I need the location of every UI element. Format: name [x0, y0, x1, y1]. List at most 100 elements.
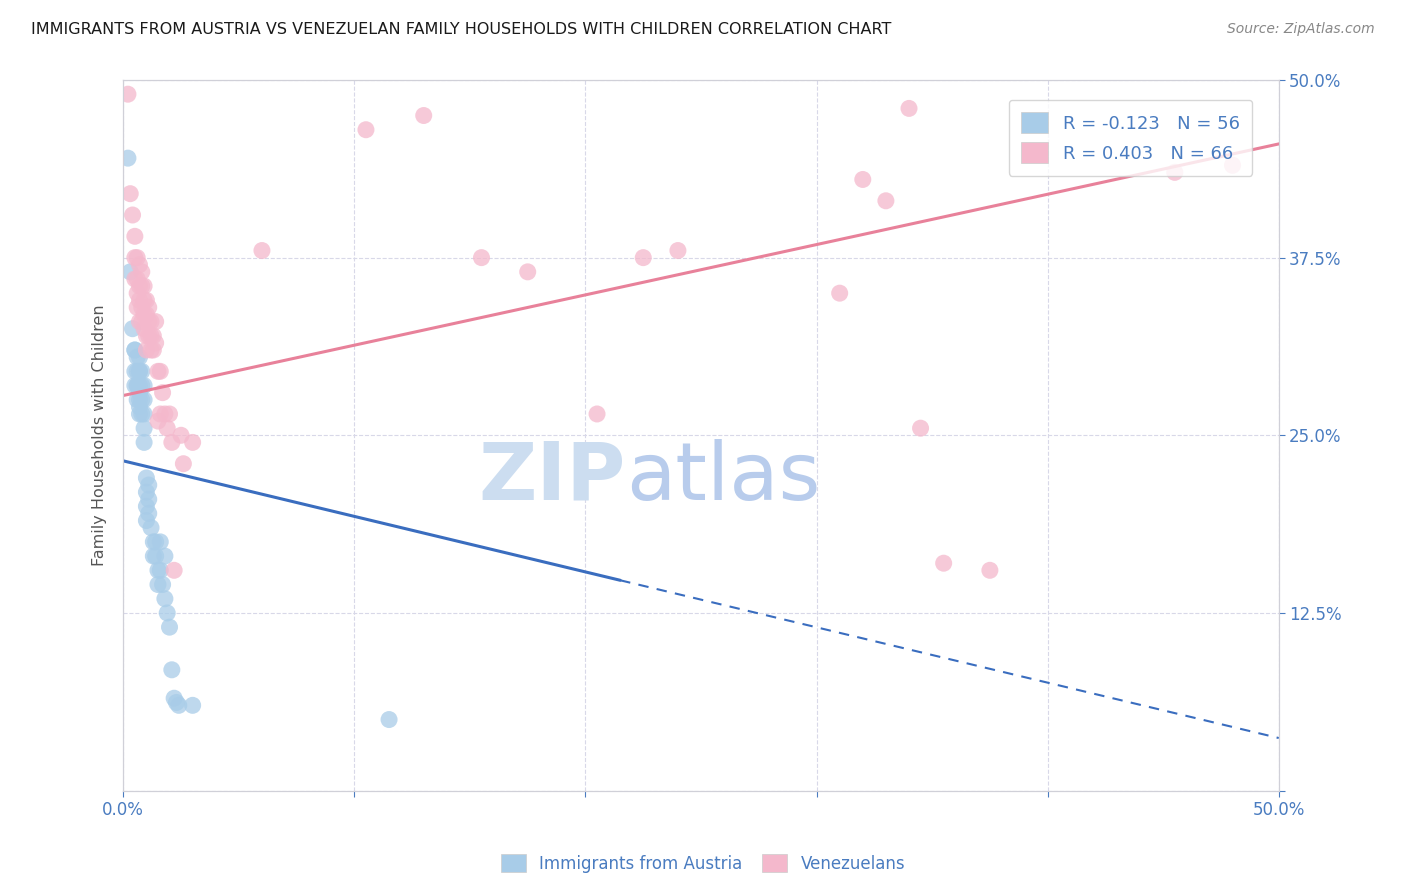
Point — [146, 563, 169, 577]
Point — [146, 364, 169, 378]
Point — [121, 321, 143, 335]
Point — [131, 392, 153, 407]
Point — [132, 321, 155, 335]
Point — [124, 251, 146, 265]
Point — [138, 478, 160, 492]
Point — [138, 328, 160, 343]
Legend: Immigrants from Austria, Venezuelans: Immigrants from Austria, Venezuelans — [494, 847, 912, 880]
Point — [1222, 158, 1244, 172]
Point — [132, 279, 155, 293]
Point — [516, 265, 538, 279]
Point — [132, 378, 155, 392]
Point — [135, 485, 157, 500]
Point — [146, 414, 169, 428]
Point — [160, 435, 183, 450]
Point — [131, 364, 153, 378]
Point — [139, 328, 162, 343]
Point — [139, 521, 162, 535]
Point — [128, 258, 150, 272]
Point — [163, 563, 186, 577]
Point — [135, 514, 157, 528]
Point — [149, 364, 172, 378]
Point — [152, 577, 174, 591]
Point — [163, 691, 186, 706]
Point — [145, 335, 167, 350]
Point — [898, 102, 921, 116]
Point — [156, 421, 179, 435]
Point — [127, 272, 149, 286]
Point — [128, 400, 150, 414]
Point — [128, 350, 150, 364]
Point — [121, 208, 143, 222]
Point — [145, 549, 167, 563]
Point — [124, 364, 146, 378]
Point — [159, 407, 181, 421]
Point — [160, 663, 183, 677]
Point — [128, 407, 150, 421]
Point — [354, 122, 377, 136]
Text: atlas: atlas — [626, 439, 820, 517]
Text: IMMIGRANTS FROM AUSTRIA VS VENEZUELAN FAMILY HOUSEHOLDS WITH CHILDREN CORRELATIO: IMMIGRANTS FROM AUSTRIA VS VENEZUELAN FA… — [31, 22, 891, 37]
Point — [132, 308, 155, 322]
Point — [138, 507, 160, 521]
Point — [153, 407, 176, 421]
Point — [875, 194, 897, 208]
Text: Source: ZipAtlas.com: Source: ZipAtlas.com — [1227, 22, 1375, 37]
Point — [250, 244, 273, 258]
Point — [132, 435, 155, 450]
Point — [170, 428, 193, 442]
Point — [142, 328, 165, 343]
Point — [181, 435, 204, 450]
Point — [138, 492, 160, 507]
Point — [120, 186, 142, 201]
Point — [132, 421, 155, 435]
Point — [132, 407, 155, 421]
Point — [153, 591, 176, 606]
Point — [128, 364, 150, 378]
Legend: R = -0.123   N = 56, R = 0.403   N = 66: R = -0.123 N = 56, R = 0.403 N = 66 — [1008, 100, 1253, 176]
Point — [979, 563, 1001, 577]
Point — [378, 713, 401, 727]
Point — [131, 279, 153, 293]
Point — [128, 392, 150, 407]
Point — [124, 229, 146, 244]
Point — [153, 549, 176, 563]
Point — [135, 293, 157, 308]
Point — [145, 315, 167, 329]
Point — [131, 265, 153, 279]
Point — [127, 364, 149, 378]
Point — [127, 350, 149, 364]
Point — [165, 696, 187, 710]
Point — [131, 315, 153, 329]
Point — [131, 301, 153, 315]
Point — [135, 328, 157, 343]
Point — [127, 378, 149, 392]
Point — [910, 421, 932, 435]
Point — [131, 378, 153, 392]
Point — [132, 293, 155, 308]
Point — [135, 500, 157, 514]
Point — [127, 301, 149, 315]
Point — [142, 534, 165, 549]
Point — [156, 606, 179, 620]
Point — [1164, 165, 1187, 179]
Point — [124, 343, 146, 357]
Point — [127, 392, 149, 407]
Y-axis label: Family Households with Children: Family Households with Children — [93, 304, 107, 566]
Point — [117, 87, 139, 102]
Point — [172, 457, 194, 471]
Point — [120, 265, 142, 279]
Point — [142, 549, 165, 563]
Point — [828, 286, 851, 301]
Point — [152, 385, 174, 400]
Point — [132, 392, 155, 407]
Point — [128, 364, 150, 378]
Point — [128, 315, 150, 329]
Point — [159, 620, 181, 634]
Point — [145, 534, 167, 549]
Point — [138, 315, 160, 329]
Point — [117, 151, 139, 165]
Point — [139, 315, 162, 329]
Text: ZIP: ZIP — [478, 439, 626, 517]
Point — [124, 272, 146, 286]
